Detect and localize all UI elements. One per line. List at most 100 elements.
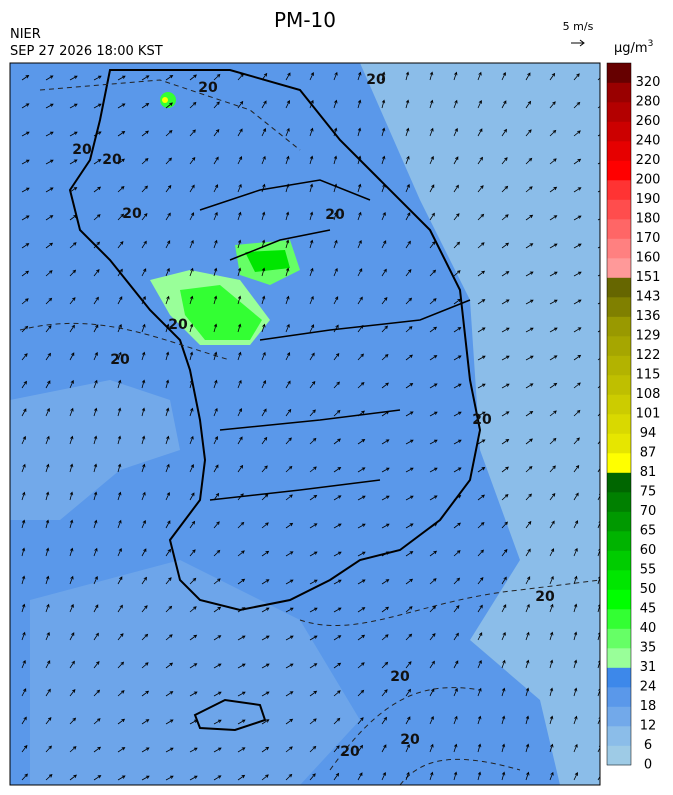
wind-arrow <box>429 439 438 445</box>
wind-arrow <box>141 576 147 585</box>
wind-arrow <box>309 718 317 725</box>
colorbar-segment <box>607 511 631 532</box>
wind-arrow <box>117 268 123 277</box>
wind-arrow <box>333 211 338 221</box>
wind-arrow <box>549 548 555 557</box>
wind-arrow <box>477 604 483 613</box>
province-border <box>199 179 471 501</box>
timestamp: SEP 27 2026 18:00 KST <box>10 44 163 59</box>
wind-arrow <box>597 548 600 557</box>
wind-arrow <box>549 659 554 669</box>
wind-arrow <box>69 352 75 361</box>
wind-arrow <box>501 157 508 165</box>
wind-arrow <box>165 407 170 417</box>
wind-arrow <box>165 548 171 557</box>
wind-arrow <box>117 158 125 165</box>
wind-arrow <box>333 717 341 725</box>
wind-arrow <box>141 379 146 389</box>
wind-arrow <box>453 99 458 109</box>
colorbar-segment <box>607 375 631 395</box>
wind-arrow <box>429 688 435 697</box>
south-sea-field <box>30 560 360 785</box>
pollution-patch <box>162 97 168 103</box>
wind-arrow <box>501 214 509 221</box>
colorbar-label: 81 <box>640 465 657 480</box>
wind-arrow <box>165 102 173 109</box>
wind-arrow <box>333 438 341 445</box>
wind-arrow <box>477 577 484 585</box>
wind-arrow <box>501 100 507 109</box>
wind-arrow <box>189 379 194 389</box>
unit: μg/m3 <box>614 39 653 56</box>
wind-arrow <box>165 719 174 725</box>
wind-arrow <box>357 717 364 725</box>
wind-arrow <box>549 215 558 221</box>
coastline <box>68 69 482 612</box>
wind-arrow <box>501 576 507 585</box>
wind-arrow <box>141 548 147 557</box>
wind-arrow <box>213 323 218 333</box>
wind-arrow <box>45 463 50 473</box>
wind-arrow <box>333 467 342 473</box>
wind-arrow <box>453 715 458 725</box>
wind-arrow <box>45 688 51 697</box>
wind-arrow <box>69 603 74 613</box>
wind-arrow <box>69 379 74 389</box>
colorbar-label: 6 <box>644 738 652 753</box>
wind-arrow <box>285 239 290 249</box>
wind-arrow <box>429 212 435 221</box>
wind-arrow <box>93 718 101 725</box>
wind-arrow <box>573 382 581 389</box>
wind-arrow <box>165 212 171 221</box>
wind-arrow <box>213 719 222 725</box>
wind-arrow <box>453 632 459 641</box>
wind-arrow <box>429 633 436 641</box>
wind-arrow <box>189 719 198 725</box>
wind-arrow <box>573 187 582 193</box>
wind-arrow <box>525 438 533 445</box>
colorbar-label: 136 <box>636 309 661 324</box>
wind-arrow <box>333 607 342 613</box>
wind-arrow <box>501 494 509 501</box>
wind-arrow <box>525 72 531 81</box>
wind-arrow <box>405 495 414 501</box>
wind-arrow <box>381 716 387 725</box>
wind-arrow <box>213 663 222 669</box>
wind-arrow <box>189 74 197 81</box>
contour-label: 20 <box>325 207 345 223</box>
wind-arrow <box>525 743 530 753</box>
wind-arrow <box>189 267 194 277</box>
colorbar-segment <box>607 550 631 571</box>
wind-arrow <box>141 407 146 417</box>
colorbar-label: 122 <box>636 348 661 363</box>
wind-arrow <box>477 439 486 445</box>
wind-arrow <box>501 327 510 333</box>
colorbar-label: 75 <box>640 485 657 500</box>
wind-arrow <box>69 491 74 501</box>
wind-arrow <box>333 495 342 501</box>
colorbar-label: 65 <box>640 524 657 539</box>
wind-arrow <box>525 687 530 697</box>
wind-arrow <box>573 101 581 109</box>
wind-arrow <box>165 184 172 193</box>
contour-label: 20 <box>198 80 218 96</box>
colorbar-label: 260 <box>636 114 661 129</box>
wind-arrow <box>333 690 341 697</box>
colorbar-segment <box>607 199 631 220</box>
wind-arrow <box>429 467 438 473</box>
wind-arrow <box>309 690 318 697</box>
wind-arrow <box>261 239 266 249</box>
wind-arrow <box>285 663 294 669</box>
wind-arrow <box>309 183 314 193</box>
wind-arrow <box>285 437 292 445</box>
wind-arrow <box>93 186 102 193</box>
east-sea-field <box>360 63 600 785</box>
wind-arrow <box>21 380 27 389</box>
wind-arrow <box>237 607 246 613</box>
wind-arrow <box>141 103 150 109</box>
wind-arrow <box>45 774 53 781</box>
wind-arrow <box>357 607 366 613</box>
wind-arrow <box>381 155 386 165</box>
wind-arrow <box>45 131 54 137</box>
colorbar-segment <box>607 160 631 181</box>
